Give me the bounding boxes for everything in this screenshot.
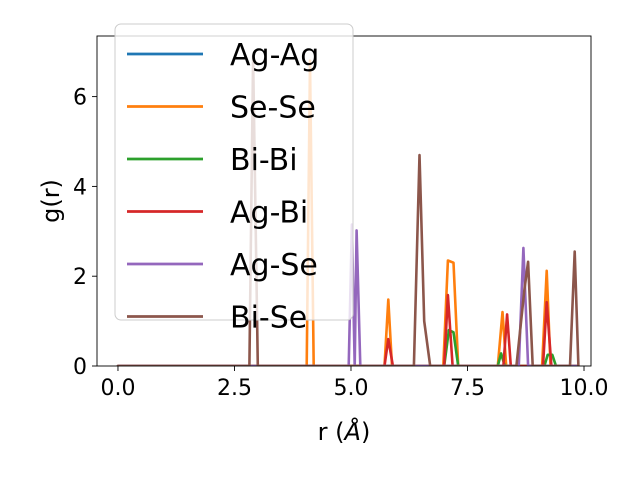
y-tick-label: 6 <box>73 86 87 111</box>
legend-label-ag-ag: Ag-Ag <box>230 38 319 73</box>
legend: Ag-Ag Se-Se Bi-Bi Ag-Bi Ag-Se Bi-Se <box>114 23 354 336</box>
x-tick-label: 10.0 <box>560 376 609 401</box>
x-axis-label: r (Å) <box>318 417 371 446</box>
y-axis-label: g(r) <box>37 179 65 223</box>
x-tick-label: 5.0 <box>333 376 368 401</box>
x-axis-label-text: r ( <box>318 418 345 446</box>
x-tick-label: 2.5 <box>217 376 252 401</box>
series-line-bi-bi <box>116 328 579 366</box>
legend-label-se-se: Se-Se <box>230 91 316 126</box>
y-tick-label: 2 <box>73 265 87 290</box>
series-line-ag-bi <box>116 293 579 366</box>
x-axis-label-close: ) <box>361 418 370 446</box>
legend-label-ag-se: Ag-Se <box>230 248 318 283</box>
legend-box <box>114 23 354 321</box>
y-tick-label: 0 <box>73 355 87 380</box>
legend-label-ag-bi: Ag-Bi <box>230 196 308 231</box>
x-tick-label: 0.0 <box>100 376 135 401</box>
legend-label-bi-se: Bi-Se <box>230 301 307 336</box>
legend-label-bi-bi: Bi-Bi <box>230 143 298 178</box>
x-axis-label-unit: Å <box>343 417 361 446</box>
y-tick-label: 4 <box>73 175 87 200</box>
ticks-layer: 0.0 2.5 5.0 7.5 10.0 0 2 4 6 <box>73 86 609 401</box>
x-tick-label: 7.5 <box>450 376 485 401</box>
